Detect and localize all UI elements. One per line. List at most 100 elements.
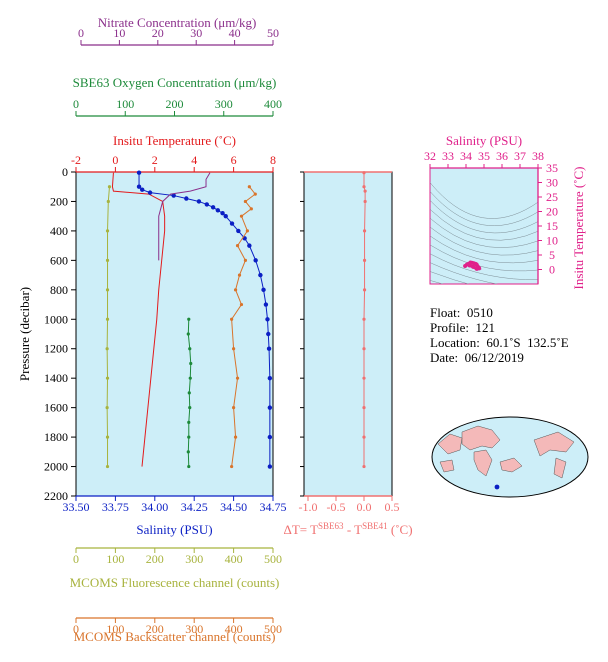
nitrate-tick-label: 40 [229, 26, 241, 40]
temperature-tick-label: 4 [191, 153, 197, 167]
diff-point [362, 185, 366, 189]
float-info: Float: 0510 Profile: 121 Location: 60.1˚… [430, 305, 569, 365]
map-landmass [437, 433, 463, 455]
ts-salinity-tick-label: 34 [460, 149, 472, 163]
backscatter-point [233, 435, 238, 439]
ts-density-contour [430, 226, 538, 256]
temperature-tick-label: 2 [152, 153, 158, 167]
salinity-point [204, 202, 210, 207]
ts-density-contour [430, 190, 538, 226]
location: Location: 60.1˚S 132.5˚E [430, 335, 569, 350]
fluorescence-tick-label: 400 [225, 552, 243, 566]
diff-point [362, 347, 366, 351]
pressure-tick-label: 2200 [44, 489, 68, 503]
ts-point [467, 263, 472, 268]
ts-temperature-tick-label: 5 [549, 248, 555, 262]
salinity-tick-label: 34.25 [181, 500, 208, 514]
oxygen-point [188, 347, 192, 351]
oxygen-tick-label: 300 [215, 97, 233, 111]
oxygen-point [187, 464, 191, 469]
oxygen-point [186, 332, 190, 336]
salinity-point [258, 272, 263, 278]
backscatter-tick-label: 0 [73, 622, 79, 636]
backscatter-tick-label: 100 [106, 622, 124, 636]
fluorescence-tick-label: 0 [73, 552, 79, 566]
backscatter-point [235, 244, 240, 248]
pressure-tick-label: 2000 [44, 460, 68, 474]
map-landmass [499, 457, 523, 473]
map-landmass [439, 459, 455, 473]
salinity-tick-label: 34.50 [220, 500, 247, 514]
map-landmass [473, 449, 493, 477]
salinity-point [247, 243, 252, 248]
map-ocean [431, 416, 589, 498]
salinity-point [265, 317, 270, 322]
ts-point [474, 266, 479, 271]
salinity-point [263, 302, 269, 307]
backscatter-point [249, 207, 253, 211]
fluorescence-point [106, 199, 110, 204]
backscatter-axis-label: MCOMS Backscatter channel (counts) [74, 629, 276, 644]
temperature-axis-label: Insitu Temperature (˚C) [113, 133, 236, 148]
ts-density-contour [430, 217, 538, 248]
salinity-point [215, 208, 221, 213]
fluorescence-tick-label: 100 [106, 552, 124, 566]
profile-number: Profile: 121 [430, 320, 495, 335]
fluorescence-point [105, 317, 110, 321]
salinity-point [266, 346, 272, 351]
ts-salinity-tick-label: 37 [514, 149, 526, 163]
world-map [431, 416, 589, 498]
oxygen-tick-label: 100 [116, 97, 134, 111]
diff-point [362, 464, 366, 469]
diff-point [362, 171, 366, 175]
diff-label-part: - T [344, 522, 363, 537]
backscatter-point [239, 302, 244, 307]
salinity-point [171, 193, 176, 198]
oxygen-tick-label: 200 [166, 97, 184, 111]
salinity-point [147, 190, 153, 195]
main-plot-area [75, 171, 274, 497]
nitrate-tick-label: 30 [190, 26, 202, 40]
fluorescence-tick-label: 200 [146, 552, 164, 566]
nitrate-tick-label: 10 [113, 26, 125, 40]
map-landmass [553, 457, 567, 479]
pressure-tick-label: 1200 [44, 342, 68, 356]
salinity-point [220, 211, 225, 216]
salinity-point [236, 228, 241, 234]
diff-axis-label: ΔT= TSBE63 - TSBE41 (˚C) [283, 521, 412, 537]
diff-plot-area [303, 171, 393, 497]
salinity-point [136, 184, 142, 189]
temperature-tick-label: -2 [71, 153, 81, 167]
diff-point [362, 288, 367, 292]
diff-tick-label: -0.5 [327, 500, 346, 514]
pressure-tick-label: 1000 [44, 312, 68, 326]
oxygen-point [187, 391, 191, 395]
ts-density-contour [430, 199, 538, 234]
backscatter-point [237, 273, 242, 277]
salinity-axis-label: Salinity (PSU) [136, 522, 212, 537]
oxygen-point [187, 420, 191, 424]
ts-temperature-tick-label: 15 [546, 219, 558, 233]
salinity-tick-label: 33.50 [63, 500, 90, 514]
ts-temperature-tick-label: 0 [549, 263, 555, 277]
diff-tick-label: -1.0 [299, 500, 318, 514]
diff-label-part: SBE41 [362, 521, 388, 531]
backscatter-point [230, 317, 234, 321]
salinity-point [229, 221, 235, 226]
ts-temperature-tick-label: 30 [546, 176, 558, 190]
fluorescence-point [105, 229, 110, 233]
fluorescence-point [105, 376, 110, 380]
backscatter-point [239, 214, 244, 218]
salinity-point [267, 405, 273, 410]
oxygen-point [189, 361, 193, 366]
salinity-point [267, 434, 273, 440]
salinity-tick-label: 34.00 [141, 500, 168, 514]
fluorescence-axis-label: MCOMS Fluorescence channel (counts) [70, 575, 280, 590]
fluorescence-point [105, 288, 110, 292]
pressure-tick-label: 800 [50, 283, 68, 297]
ts-salinity-tick-label: 38 [532, 149, 544, 163]
salinity-point [266, 331, 271, 337]
fluorescence-point [107, 185, 112, 189]
diff-point [363, 199, 367, 204]
backscatter-point [233, 288, 238, 292]
